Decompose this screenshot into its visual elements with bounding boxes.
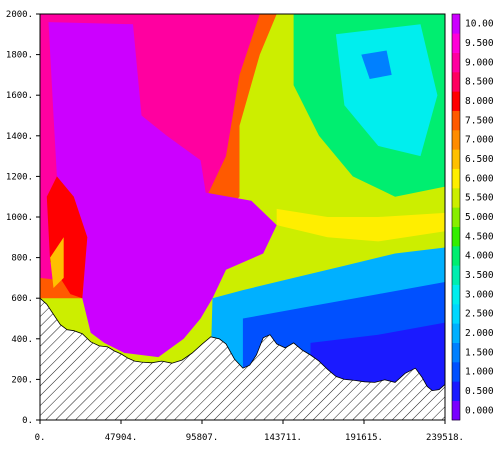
colorbar-label-9: 4.500: [465, 231, 494, 242]
y-tick-label-5: 1000.: [6, 213, 33, 223]
colorbar-swatch-16: [452, 91, 460, 111]
x-tick-label-0: 0.: [35, 433, 46, 443]
colorbar-label-1: 0.500: [465, 386, 494, 397]
y-axis: 0. 200. 400. 600. 800. 1000. 1200. 1400. 1600. 18…: [6, 10, 40, 426]
colorbar-swatch-20: [452, 14, 460, 34]
y-tick-label-10: 2000.: [6, 10, 33, 20]
colorbar-swatch-6: [452, 284, 460, 305]
colorbar-label-3: 1.500: [465, 347, 494, 358]
colorbar-swatch-13: [452, 149, 460, 169]
colorbar-swatch-1: [452, 381, 460, 401]
colorbar-swatch-0: [452, 400, 460, 421]
colorbar-label-11: 5.500: [465, 193, 494, 204]
colorbar-label-10: 5.000: [465, 212, 494, 223]
colorbar-label-7: 3.500: [465, 270, 494, 281]
y-tick-label-4: 800.: [11, 254, 33, 264]
colorbar-swatch-19: [452, 33, 460, 53]
y-tick-label-8: 1600.: [6, 91, 33, 101]
colorbar-label-2: 1.000: [465, 367, 494, 378]
colorbar-swatch-3: [452, 342, 460, 363]
colorbar-label-0: 0.000: [465, 405, 494, 416]
colorbar-label-19: 9.500: [465, 38, 494, 49]
x-tick-label-1: 47904.: [105, 433, 138, 443]
colorbar-swatch-15: [452, 110, 460, 131]
y-tick-label-6: 1200.: [6, 172, 33, 182]
colorbar-swatch-7: [452, 265, 460, 285]
colorbar-label-16: 8.000: [465, 96, 494, 107]
colorbar-label-17: 8.500: [465, 77, 494, 88]
colorbar-swatch-5: [452, 304, 460, 324]
colorbar-label-5: 2.500: [465, 309, 494, 320]
colorbar-swatch-8: [452, 246, 460, 266]
contour-region-12: [50, 237, 64, 288]
colorbar-label-12: 6.000: [465, 173, 494, 184]
colorbar-swatch-18: [452, 52, 460, 73]
contour-region-6: [48, 22, 277, 358]
y-tick-label-9: 1800.: [6, 51, 33, 61]
colorbar-swatch-14: [452, 130, 460, 150]
colorbar-label-13: 6.500: [465, 154, 494, 165]
x-tick-label-2: 95807.: [186, 433, 219, 443]
colorbar-label-20: 10.00: [465, 19, 494, 30]
y-tick-label-3: 600.: [11, 294, 33, 304]
x-axis: 0. 47904. 95807. 143711. 191615. 239518.: [35, 420, 464, 443]
contour-region-3: [361, 50, 392, 79]
colorbar-swatch-11: [452, 188, 460, 208]
colorbar-swatch-2: [452, 362, 460, 382]
colorbar-label-14: 7.000: [465, 135, 494, 146]
terrain-hatch: [40, 297, 445, 420]
contour-region-2: [335, 24, 438, 157]
colorbar-label-6: 3.000: [465, 289, 494, 300]
y-tick-label-7: 1400.: [6, 132, 33, 142]
terrain-mask: [40, 297, 445, 420]
x-tick-label-4: 191615.: [345, 433, 383, 443]
colorbar-label-4: 2.000: [465, 328, 494, 339]
colorbar-label-8: 4.000: [465, 251, 494, 262]
y-tick-label-0: 0.: [22, 416, 33, 426]
colorbar-frame: [451, 13, 461, 421]
colorbar-label-15: 7.500: [465, 115, 494, 126]
colorbar-swatch-4: [452, 323, 460, 343]
y-tick-label-2: 400.: [11, 335, 33, 345]
colorbar-label-18: 9.000: [465, 57, 494, 68]
colorbar-swatch-10: [452, 207, 460, 227]
x-tick-label-5: 239518.: [426, 433, 464, 443]
y-tick-label-1: 200.: [11, 375, 33, 385]
colorbar-swatch-17: [452, 72, 460, 92]
x-tick-label-3: 143711.: [264, 433, 302, 443]
colorbar-legend: 0.000 0.500 1.000 1.500 2.000 2.500 3.000 3.500…: [451, 13, 494, 421]
colorbar-swatch-9: [452, 226, 460, 247]
colorbar-swatch-12: [452, 168, 460, 189]
contour-region-10: [276, 208, 445, 242]
